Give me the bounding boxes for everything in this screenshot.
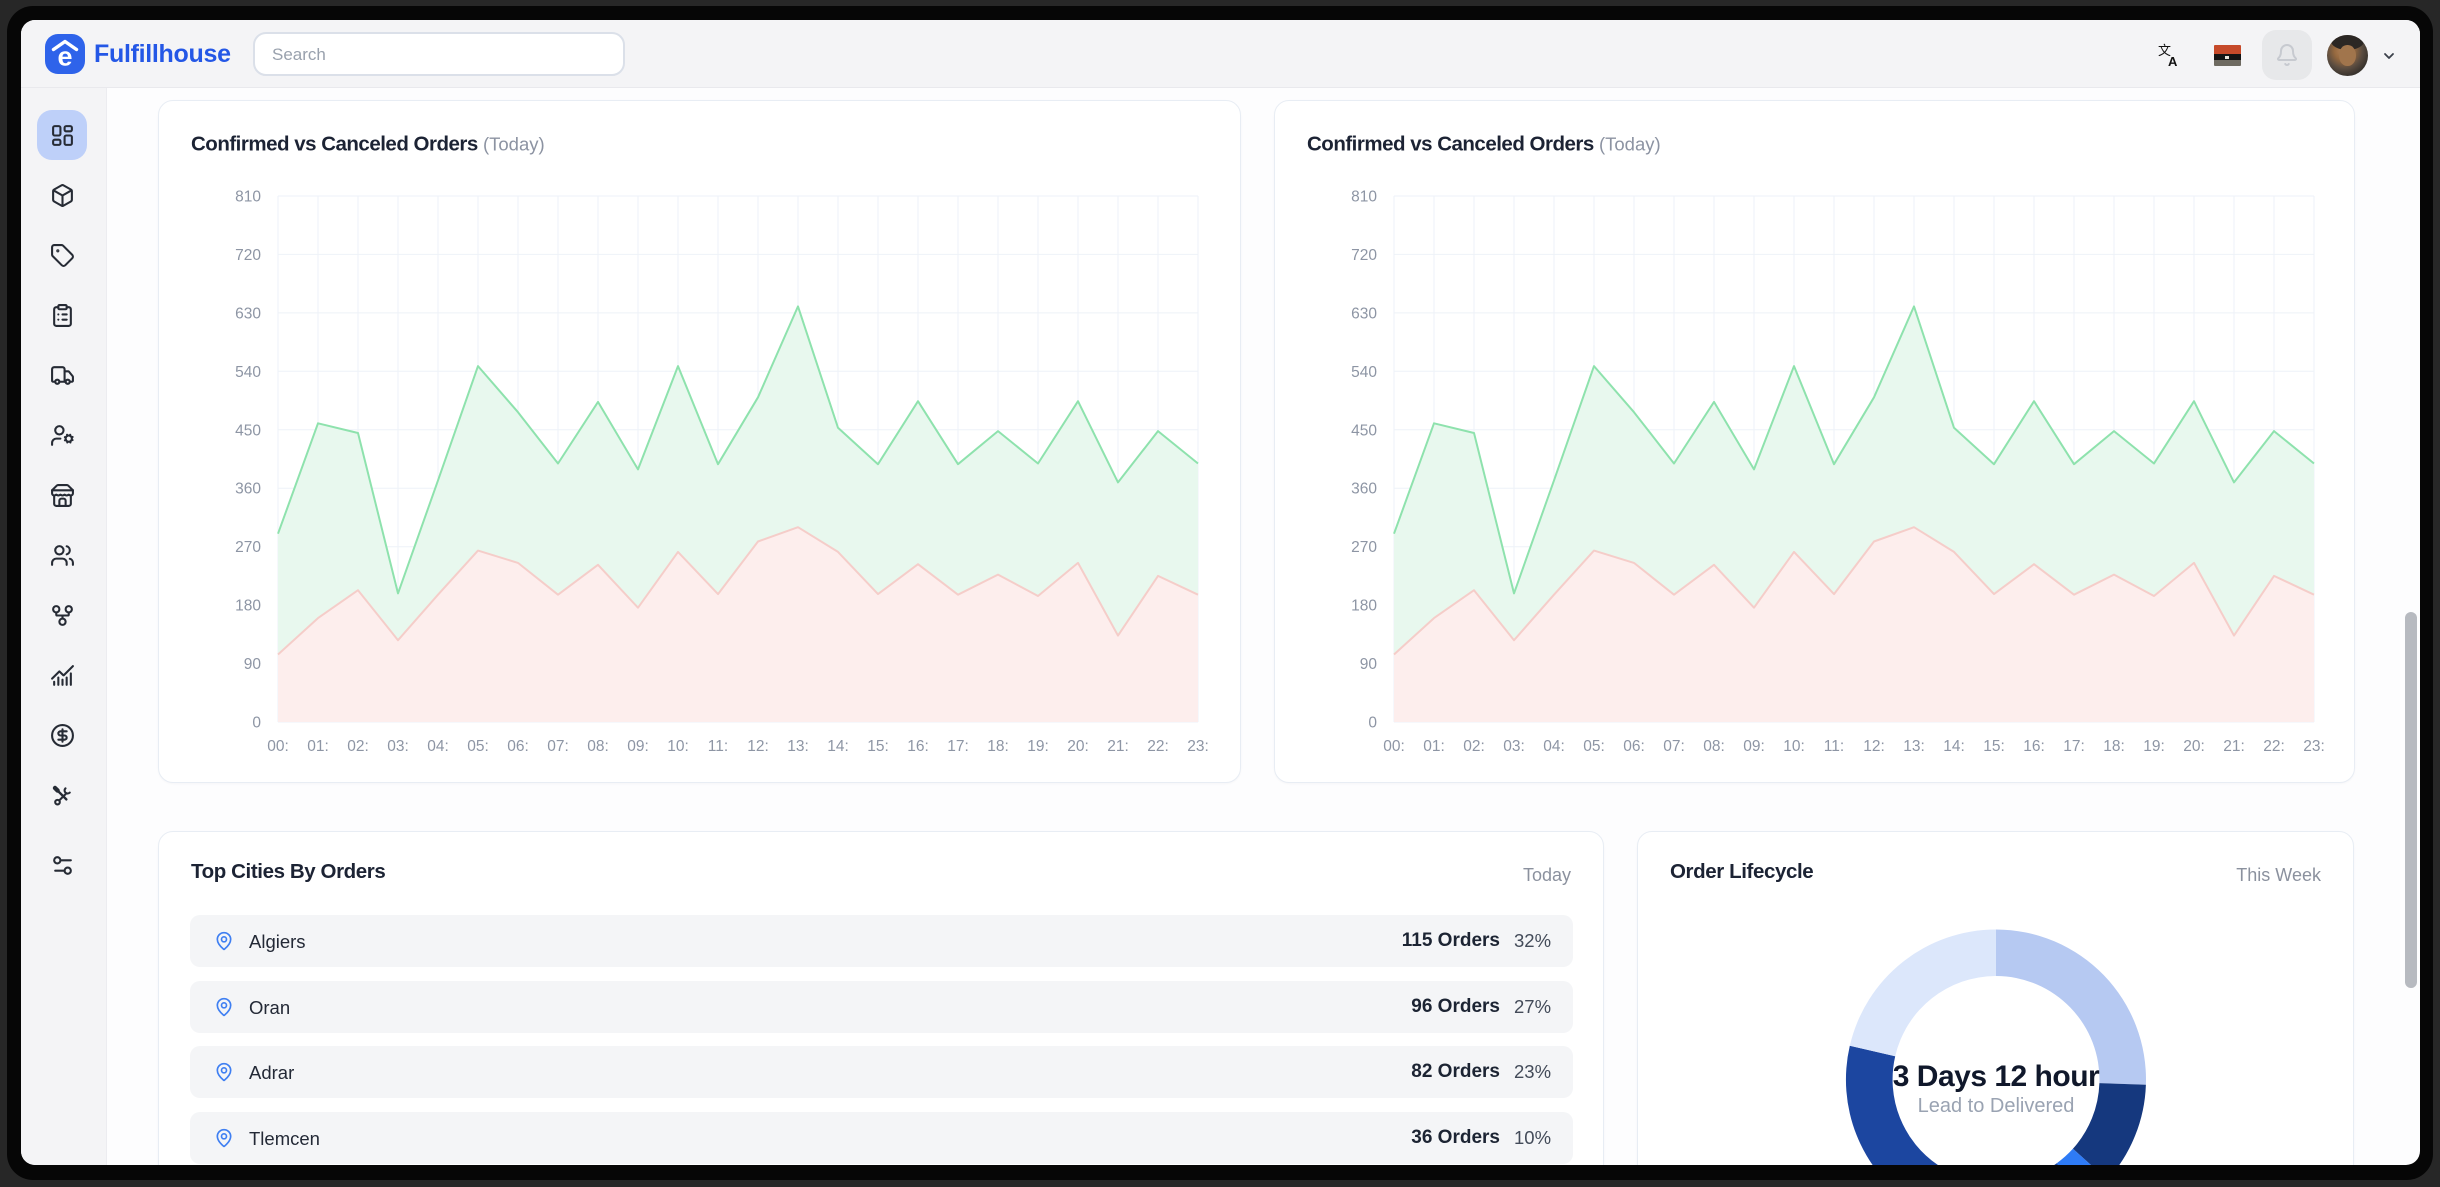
svg-text:11:: 11: (1824, 738, 1844, 755)
svg-text:16:: 16: (907, 738, 929, 755)
svg-text:720: 720 (235, 247, 261, 264)
svg-text:15:: 15: (867, 738, 889, 755)
svg-text:450: 450 (1351, 422, 1377, 439)
svg-text:12:: 12: (1863, 738, 1885, 755)
svg-text:810: 810 (1351, 189, 1377, 206)
svg-text:05:: 05: (1583, 738, 1605, 755)
svg-text:05:: 05: (467, 738, 489, 755)
svg-text:20:: 20: (2183, 738, 2205, 755)
svg-text:540: 540 (1351, 364, 1377, 381)
svg-text:21:: 21: (1107, 738, 1129, 755)
svg-text:03:: 03: (1503, 738, 1525, 755)
svg-text:13:: 13: (787, 738, 809, 755)
svg-text:17:: 17: (947, 738, 969, 755)
svg-text:00:: 00: (267, 738, 289, 755)
svg-text:630: 630 (235, 305, 261, 322)
svg-text:180: 180 (1351, 598, 1377, 615)
svg-text:17:: 17: (2063, 738, 2085, 755)
svg-text:06:: 06: (507, 738, 529, 755)
svg-text:22:: 22: (2263, 738, 2285, 755)
svg-text:720: 720 (1351, 247, 1377, 264)
svg-text:270: 270 (1351, 539, 1377, 556)
svg-text:90: 90 (1360, 656, 1378, 673)
svg-text:14:: 14: (1943, 738, 1965, 755)
svg-text:180: 180 (235, 598, 261, 615)
svg-text:09:: 09: (1743, 738, 1765, 755)
svg-text:11:: 11: (708, 738, 728, 755)
svg-text:04:: 04: (1543, 738, 1565, 755)
svg-text:02:: 02: (347, 738, 369, 755)
svg-text:01:: 01: (1423, 738, 1445, 755)
svg-text:22:: 22: (1147, 738, 1169, 755)
svg-text:10:: 10: (667, 738, 689, 755)
svg-text:13:: 13: (1903, 738, 1925, 755)
svg-text:360: 360 (235, 481, 261, 498)
svg-text:02:: 02: (1463, 738, 1485, 755)
svg-text:270: 270 (235, 539, 261, 556)
svg-text:540: 540 (235, 364, 261, 381)
svg-text:14:: 14: (827, 738, 849, 755)
svg-text:Confirmed vs Canceled Orders (: Confirmed vs Canceled Orders (Today) (1307, 133, 1661, 156)
svg-text:450: 450 (235, 422, 261, 439)
svg-text:23:: 23: (1187, 738, 1209, 755)
svg-text:06:: 06: (1623, 738, 1645, 755)
svg-text:0: 0 (1368, 715, 1377, 732)
svg-text:03:: 03: (387, 738, 409, 755)
svg-text:01:: 01: (307, 738, 329, 755)
svg-text:e: e (57, 42, 72, 72)
svg-text:630: 630 (1351, 305, 1377, 322)
svg-text:10:: 10: (1783, 738, 1805, 755)
svg-text:18:: 18: (2103, 738, 2125, 755)
svg-text:07:: 07: (1663, 738, 1685, 755)
svg-text:810: 810 (235, 189, 261, 206)
svg-text:16:: 16: (2023, 738, 2045, 755)
svg-text:90: 90 (244, 656, 262, 673)
svg-text:23:: 23: (2303, 738, 2325, 755)
svg-text:0: 0 (252, 715, 261, 732)
svg-text:21:: 21: (2223, 738, 2245, 755)
svg-text:Confirmed vs Canceled Orders (: Confirmed vs Canceled Orders (Today) (191, 133, 545, 156)
svg-text:360: 360 (1351, 481, 1377, 498)
svg-text:19:: 19: (1027, 738, 1049, 755)
svg-text:20:: 20: (1067, 738, 1089, 755)
svg-text:12:: 12: (747, 738, 769, 755)
svg-text:04:: 04: (427, 738, 449, 755)
svg-text:08:: 08: (587, 738, 609, 755)
svg-text:A: A (2168, 54, 2178, 68)
svg-text:07:: 07: (547, 738, 569, 755)
svg-text:18:: 18: (987, 738, 1009, 755)
svg-text:19:: 19: (2143, 738, 2165, 755)
svg-text:文: 文 (2158, 43, 2171, 58)
svg-text:00:: 00: (1383, 738, 1405, 755)
svg-text:15:: 15: (1983, 738, 2005, 755)
svg-text:09:: 09: (627, 738, 649, 755)
svg-text:08:: 08: (1703, 738, 1725, 755)
